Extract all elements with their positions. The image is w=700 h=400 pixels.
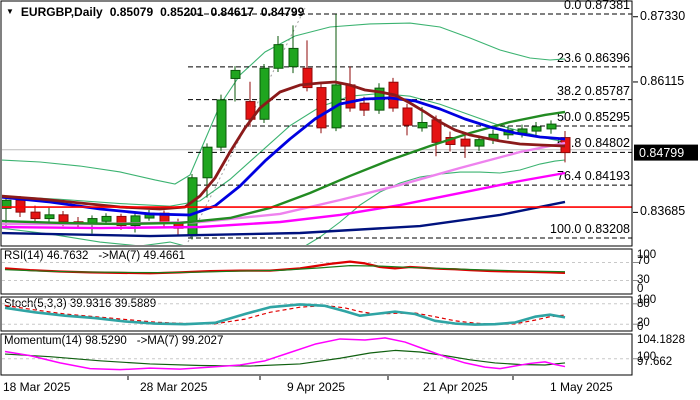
momentum-panel-border <box>0 333 633 376</box>
chart-dropdown-icon[interactable]: ▼ <box>6 6 14 16</box>
main-chart-border <box>0 0 633 247</box>
candle-body <box>230 69 241 79</box>
candle-body <box>273 44 284 69</box>
stoch-axis-label: 80 <box>637 298 650 310</box>
rsi-axis-label: 0 <box>637 283 644 295</box>
ohlc-close: 0.84799 <box>260 5 305 19</box>
stoch-axis-label: 100 <box>637 294 657 306</box>
main-plot <box>2 7 632 245</box>
candle-body <box>316 87 327 129</box>
rsi-axis-label: 100 <box>637 249 657 261</box>
fib-label-100.0: 100.0 0.83208 <box>550 222 630 236</box>
candle-body <box>30 211 41 220</box>
fib-label-23.6: 23.6 0.86396 <box>557 50 630 65</box>
candle-body <box>116 215 127 227</box>
ohlc-open: 0.85079 <box>109 5 154 19</box>
candle-body <box>402 107 413 126</box>
candle-body <box>460 138 471 147</box>
ohlc-low: 0.84617 <box>210 5 254 19</box>
fib-label-61.8: 61.8 0.84802 <box>557 136 630 151</box>
current-price-value: 0.84799 <box>639 146 684 160</box>
date-label[interactable]: 1 May 2025 <box>550 380 613 394</box>
stoch-signal-line <box>4 304 566 325</box>
momentum-axis-label: 104.1828 <box>637 334 685 346</box>
candle-body <box>546 123 557 130</box>
symbol-timeframe: EURGBP,Daily <box>20 5 103 19</box>
stoch-axis-label: 20 <box>637 317 650 329</box>
date-label[interactable]: 9 Apr 2025 <box>287 380 346 394</box>
candle-body <box>44 214 55 220</box>
date-label[interactable]: 21 Apr 2025 <box>423 380 488 394</box>
price-axis-label: 0.86115 <box>640 73 685 88</box>
momentum-axis-label: 97.662 <box>637 356 673 368</box>
rsi-axis-label: 70 <box>637 255 650 267</box>
ohlc-high: 0.85201 <box>160 5 204 19</box>
stoch-axis-label: 0 <box>637 321 644 333</box>
candle-body <box>58 214 69 223</box>
fib-label-0.0: 0.0 0.87381 <box>563 0 630 12</box>
fib-label-76.4: 76.4 0.84193 <box>557 169 630 184</box>
bollinger-upper <box>2 22 566 185</box>
candle-body <box>302 67 313 89</box>
candle-body <box>216 99 227 148</box>
stoch-main-line <box>4 303 566 326</box>
momentum-line <box>4 337 566 371</box>
current-price-tag <box>634 144 698 161</box>
ma-magenta <box>2 171 566 230</box>
date-label[interactable]: 28 Mar 2025 <box>140 380 208 394</box>
rsi-axis-label: 30 <box>637 274 650 286</box>
stoch-plot <box>4 303 566 326</box>
momentum-axis-label: 100 <box>637 351 657 363</box>
stoch-panel-border <box>0 296 633 332</box>
chart-title: ▼ EURGBP,Daily 0.85079 0.85201 0.84617 0… <box>6 5 304 19</box>
rsi-label: RSI(14) 46.7632 ->MA(7) 49.4661 <box>4 250 186 262</box>
candle-body <box>288 47 299 68</box>
price-axis-label: 0.83685 <box>640 204 686 219</box>
candle-body <box>417 121 428 129</box>
rsi-ma-line <box>4 265 566 274</box>
candle-body <box>101 215 112 222</box>
ma-blue <box>2 96 566 217</box>
date-label[interactable]: 18 Mar 2025 <box>3 380 71 394</box>
fib-label-38.2: 38.2 0.85787 <box>557 83 630 98</box>
momentum-ma-line <box>4 349 566 367</box>
bollinger-lower <box>2 159 566 245</box>
price-axis-label: 0.87330 <box>640 8 686 23</box>
ma-green <box>2 110 566 226</box>
candle-body <box>2 199 12 209</box>
momentum-label: Momentum(14) 98.5290 ->MA(7) 99.2027 <box>4 335 224 347</box>
rsi-panel-border <box>0 248 633 295</box>
momentum-plot <box>4 337 566 371</box>
candle-body <box>474 139 485 147</box>
ma-pink <box>2 141 566 226</box>
rsi-plot <box>4 260 566 275</box>
candle-body <box>259 67 270 120</box>
fib-label-50.0: 50.0 0.85295 <box>557 109 630 124</box>
candle-body <box>345 84 356 109</box>
candle-body <box>202 146 213 179</box>
candle-body <box>531 126 542 132</box>
candle-body <box>130 215 141 227</box>
candle-body <box>15 199 26 213</box>
candle-body <box>359 102 370 111</box>
